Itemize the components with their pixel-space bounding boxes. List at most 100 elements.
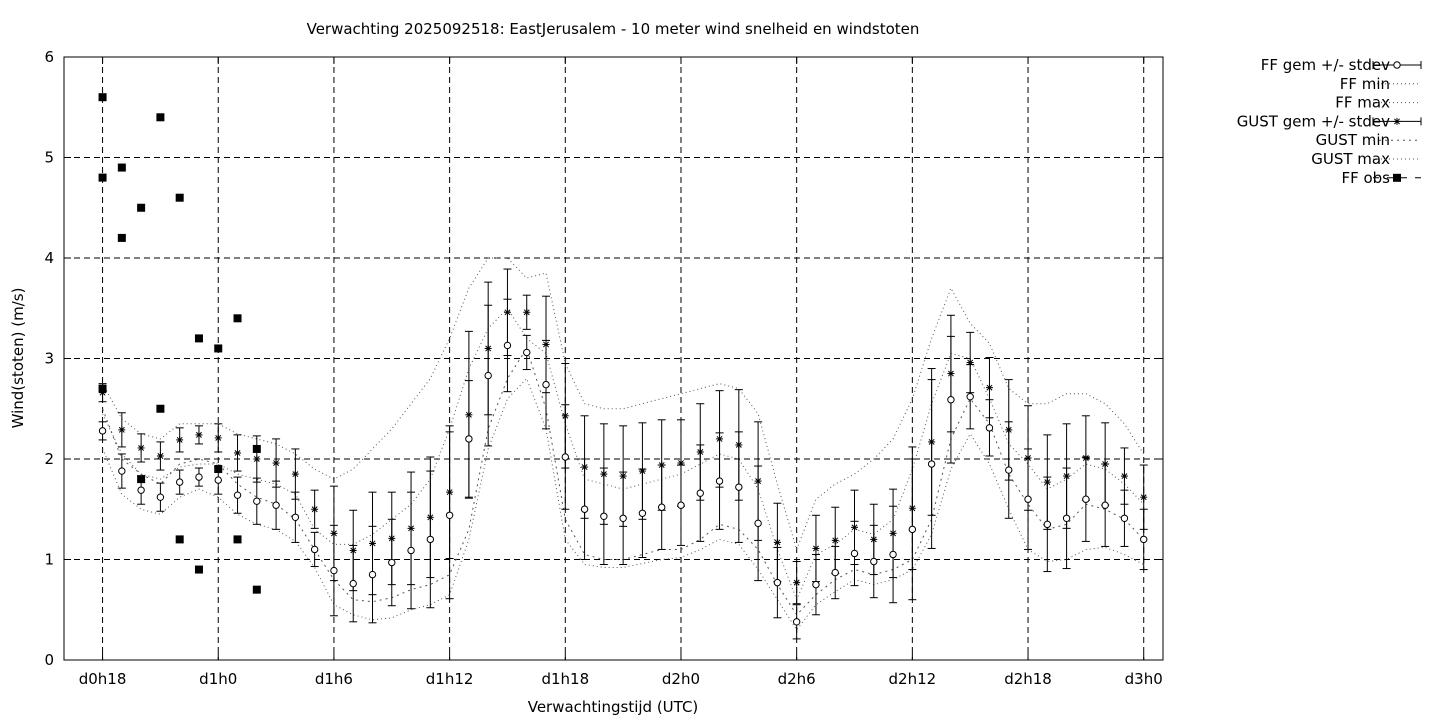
gust-mean-point: [658, 461, 666, 469]
gust-mean-point: [156, 452, 164, 460]
gust-mean-point: [1043, 478, 1051, 486]
ff-mean-point: [291, 513, 300, 521]
legend-label: FF obs: [1341, 169, 1390, 187]
ff-mean-point: [388, 558, 396, 567]
ff-mean-point: [1005, 466, 1013, 474]
ff-mean-point: [156, 493, 165, 501]
star-stroke: [986, 384, 993, 391]
ff-mean-point: [503, 341, 512, 350]
y-axis-ticks: 0 1 2 3 4 5 6: [44, 48, 1163, 669]
ff-obs-point: [175, 535, 184, 544]
x-axis-ticks: d0h18 d1h0 d1h6 d1h12 d1h18 d2h0 d2h6 d2h12 d2h1…: [79, 57, 1163, 688]
star-stroke: [427, 514, 434, 521]
ff-mean-point: [272, 501, 280, 509]
legend-label: FF gem +/- stdev: [1261, 56, 1390, 74]
star-stroke: [755, 478, 762, 485]
gust-mean-point: [581, 463, 589, 471]
ff-obs-point: [233, 535, 242, 544]
gust-mean-point: [465, 411, 473, 419]
ff-mean-point: [349, 579, 357, 588]
legend-marker: [1393, 61, 1401, 69]
ff-mean-point: [1024, 495, 1032, 503]
star-stroke: [697, 449, 704, 455]
gust-mean-point: [446, 488, 454, 496]
gust-mean-point: [349, 546, 357, 554]
ff-obs-point: [117, 163, 126, 172]
star-stroke: [678, 460, 684, 466]
ff-mean-point: [638, 509, 647, 517]
ff-mean-point: [253, 497, 261, 505]
star-stroke: [465, 411, 472, 418]
star-stroke: [350, 547, 357, 554]
gust-mean-point: [1120, 472, 1128, 480]
ff-mean-point: [773, 578, 782, 587]
gust-mean-point: [851, 523, 859, 531]
ff-obs-point: [156, 404, 165, 413]
star-stroke: [292, 471, 299, 478]
ff-obs-point: [194, 334, 203, 343]
star-stroke: [446, 489, 453, 496]
ff-obs-point: [252, 444, 261, 453]
gust-mean-point: [793, 579, 801, 587]
star-stroke: [1121, 473, 1128, 480]
ff-mean-point: [1043, 520, 1052, 529]
ff-obs-point: [175, 193, 184, 202]
gust-mean-point: [947, 370, 955, 378]
ff-mean-point: [195, 473, 203, 481]
star-stroke: [909, 505, 916, 512]
star-stroke: [851, 524, 858, 531]
ff-mean-point: [600, 512, 608, 520]
gust-mean-point: [523, 308, 531, 316]
gust-mean-point: [368, 539, 376, 547]
ff-mean-point: [118, 467, 126, 475]
star-stroke: [658, 462, 665, 468]
ff-mean-point: [1082, 495, 1090, 503]
star-stroke: [1005, 426, 1012, 433]
star-stroke: [311, 506, 318, 513]
y-tick-label: 6: [44, 48, 54, 66]
gust-mean-point: [966, 359, 974, 367]
legend-label: FF max: [1335, 94, 1390, 112]
gust-mean-point: [407, 524, 415, 532]
ff-mean-point: [696, 489, 704, 497]
legend-sample-ff_obs: [1373, 173, 1421, 182]
star-stroke: [581, 464, 588, 470]
ff-mean-point: [137, 486, 145, 494]
ff-mean-point: [465, 435, 473, 443]
gust-mean-point: [773, 538, 781, 546]
star-stroke: [870, 536, 877, 543]
gust-mean-point: [1101, 460, 1109, 468]
star-stroke: [1140, 494, 1147, 501]
y-tick-label: 0: [44, 651, 54, 669]
ff-mean-point: [735, 483, 743, 491]
series-markers: [98, 308, 1148, 626]
ff-mean-point: [754, 519, 762, 528]
ff-mean-point: [927, 460, 936, 468]
gust-mean-point: [600, 470, 608, 478]
ff-mean-point: [214, 476, 222, 484]
ff-mean-point: [619, 514, 627, 522]
star-stroke: [485, 345, 492, 352]
star-stroke: [196, 431, 202, 438]
star-stroke: [253, 456, 260, 462]
gust-mean-point: [1063, 472, 1071, 480]
ff-mean-point: [870, 557, 878, 566]
gust-mean-point: [1140, 493, 1148, 501]
ff-mean-point: [330, 566, 338, 575]
ff-mean-point: [812, 580, 820, 589]
x-tick-label: d1h12: [426, 670, 474, 688]
legend-marker: [1393, 117, 1401, 125]
stdev-error-bars: [98, 268, 1148, 640]
ff-obs-point: [98, 93, 107, 102]
ff-mean-point: [1120, 514, 1129, 522]
ff-mean-point: [792, 618, 801, 626]
ff-mean-point: [368, 570, 377, 579]
ff-mean-point: [580, 505, 589, 513]
gust-mean-point: [735, 441, 743, 449]
gust-mean-point: [388, 534, 396, 542]
star-stroke: [234, 450, 241, 456]
ff-mean-point: [98, 427, 107, 435]
star-stroke: [812, 545, 819, 552]
